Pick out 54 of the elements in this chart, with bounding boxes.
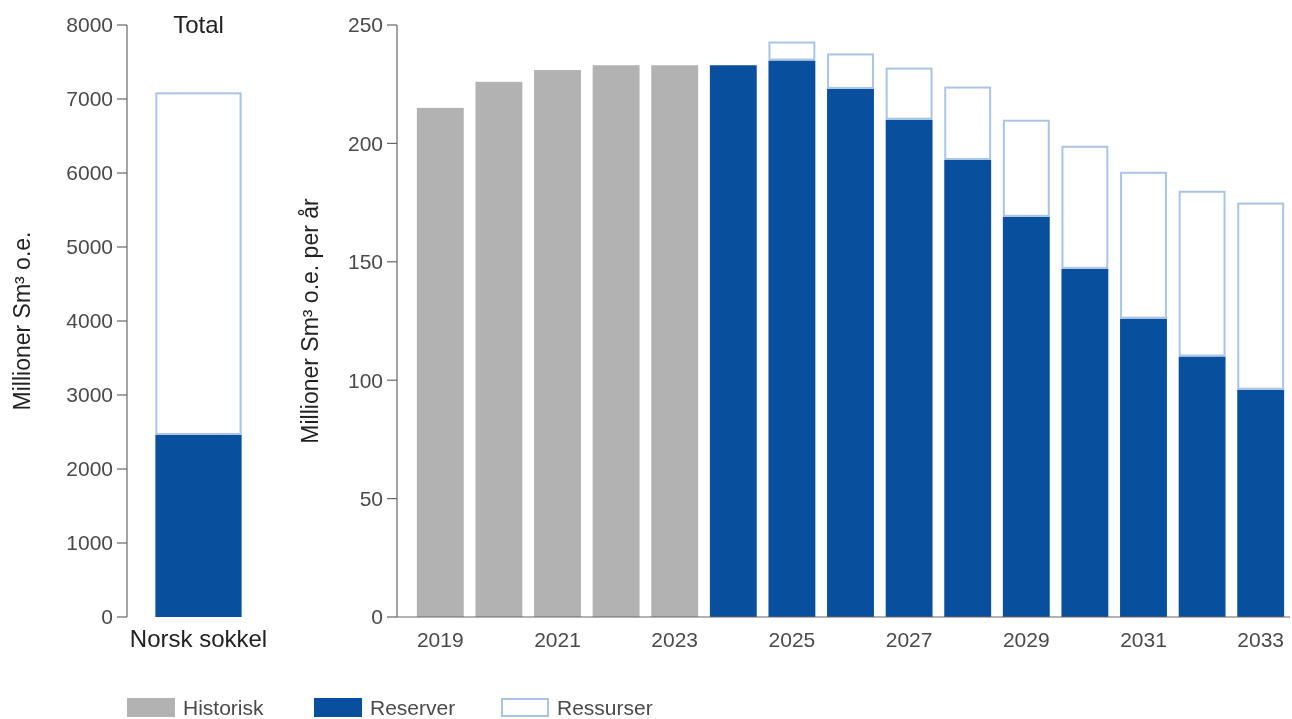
x-tick-label: Norsk sokkel <box>129 625 268 652</box>
x-tick-label: 2029 <box>1002 628 1050 651</box>
y-tick-label: 250 <box>347 13 383 37</box>
bar <box>1237 202 1285 390</box>
x-tick-label: 2027 <box>885 628 933 651</box>
bar <box>885 67 933 120</box>
bar <box>944 86 992 160</box>
x-tick-label: 2021 <box>534 628 581 651</box>
y-tick-label: 100 <box>347 368 383 392</box>
x-tick-label: 2033 <box>1237 628 1285 651</box>
bar <box>1002 119 1050 217</box>
y-tick-label: 4000 <box>66 309 113 333</box>
bar <box>1120 171 1167 319</box>
bar <box>534 69 581 617</box>
y-tick-label: 0 <box>101 605 113 629</box>
bar <box>1061 145 1109 269</box>
y-tick-label: 0 <box>371 605 383 629</box>
legend-label: Reserver <box>370 696 456 719</box>
bar <box>1178 190 1226 357</box>
bar <box>1178 356 1226 617</box>
bar <box>827 88 874 617</box>
y-tick-label: 8000 <box>66 13 113 37</box>
bar <box>1002 216 1050 617</box>
x-tick-label: 2025 <box>768 628 816 651</box>
y-tick-label: 150 <box>347 250 383 274</box>
legend-label: Historisk <box>183 696 264 719</box>
bar <box>885 119 933 617</box>
y-tick-label: 3000 <box>66 383 113 407</box>
y-tick-label: 1000 <box>66 531 113 555</box>
y-tick-label: 2000 <box>66 457 113 481</box>
y-tick-label: 50 <box>359 486 383 510</box>
y-tick-label: 200 <box>347 131 383 155</box>
bar <box>827 53 874 89</box>
bar <box>944 159 992 617</box>
bar <box>592 65 640 617</box>
bar <box>475 81 523 617</box>
legend-label: Ressurser <box>557 696 653 719</box>
chart-title: Total <box>173 11 224 38</box>
y-tick-label: 7000 <box>66 87 113 111</box>
bar <box>768 41 816 61</box>
bar <box>651 65 699 617</box>
x-tick-label: 2019 <box>416 628 464 651</box>
x-tick-label: 2023 <box>651 628 699 651</box>
bar <box>1237 389 1285 617</box>
y-axis-title: Millioner Sm³ o.e. per år <box>297 197 323 444</box>
y-axis-title: Millioner Sm³ o.e. <box>9 231 35 411</box>
y-tick-label: 5000 <box>66 235 113 259</box>
bar <box>768 60 816 617</box>
bar <box>709 65 757 617</box>
x-tick-label: 2031 <box>1120 628 1167 651</box>
bar <box>1120 318 1167 617</box>
bar <box>416 107 464 617</box>
bar <box>1061 268 1109 617</box>
y-tick-label: 6000 <box>66 161 113 185</box>
